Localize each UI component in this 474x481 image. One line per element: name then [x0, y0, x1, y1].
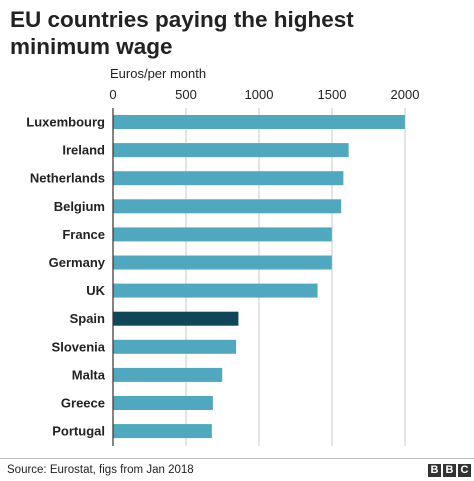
category-label: Netherlands	[30, 171, 105, 186]
bar	[113, 311, 239, 326]
category-label: Portugal	[52, 424, 105, 439]
bar	[113, 199, 342, 214]
bar	[113, 396, 213, 410]
logo-letter: C	[458, 464, 471, 477]
footer-divider	[0, 458, 474, 459]
category-label: UK	[86, 283, 105, 298]
bar	[113, 424, 212, 439]
x-tick-label: 500	[175, 87, 197, 102]
bar	[113, 339, 237, 354]
x-tick-label: 1000	[245, 87, 274, 102]
category-label: Slovenia	[52, 339, 106, 354]
chart-title: EU countries paying the highest minimum …	[10, 7, 354, 59]
category-label: Malta	[72, 367, 106, 382]
category-label: Ireland	[62, 143, 105, 158]
x-tick-label: 0	[109, 87, 116, 102]
bar	[113, 367, 223, 382]
bar	[113, 115, 405, 129]
logo-letter: B	[443, 464, 456, 477]
x-tick-label: 1500	[318, 87, 347, 102]
category-label: Germany	[49, 255, 106, 270]
category-label: Spain	[70, 311, 105, 326]
bar	[113, 227, 332, 242]
category-label: Belgium	[54, 199, 105, 214]
bar-chart: Euros/per month 0 500 1000 1500 2000 Luxembour…	[26, 66, 420, 446]
category-label: Greece	[61, 396, 105, 411]
bar	[113, 171, 344, 186]
bar	[113, 283, 318, 298]
bbc-logo: B B C	[428, 464, 471, 477]
category-label: Luxembourg	[26, 115, 105, 130]
logo-letter: B	[428, 464, 441, 477]
bar	[113, 255, 332, 270]
x-axis-label: Euros/per month	[110, 66, 206, 81]
source-note: Source: Eurostat, figs from Jan 2018	[7, 464, 194, 476]
category-label: France	[62, 227, 105, 242]
x-tick-label: 2000	[391, 87, 420, 102]
bar	[113, 143, 349, 158]
